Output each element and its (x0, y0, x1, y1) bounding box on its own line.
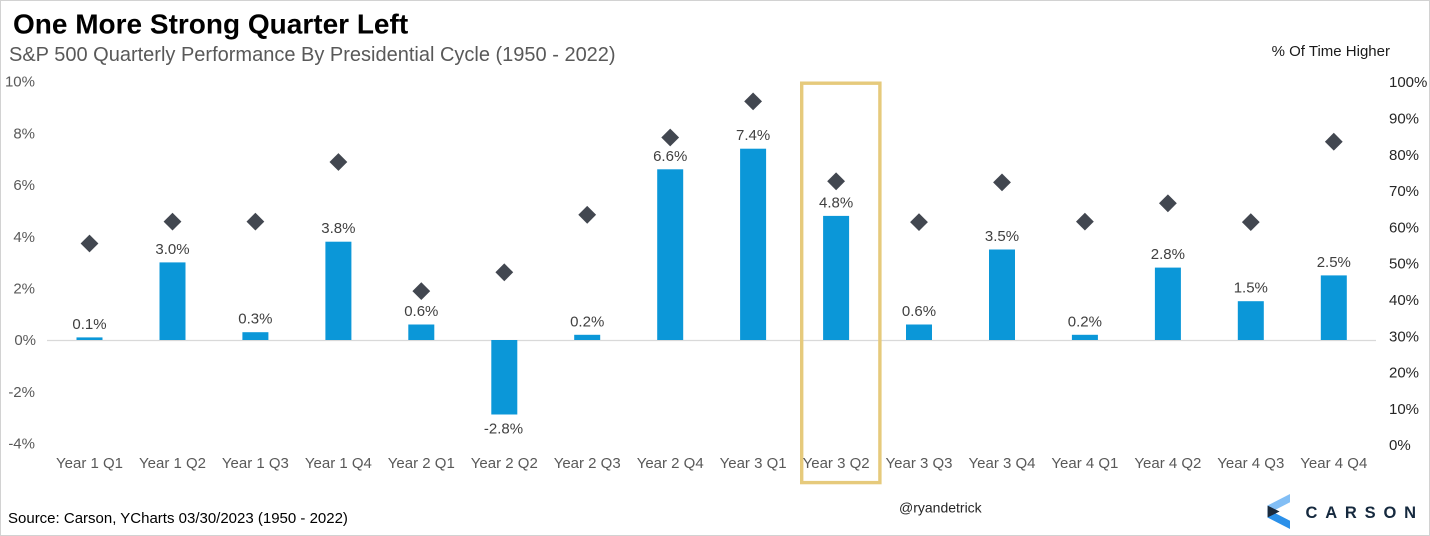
svg-text:Source: Carson, YCharts 03/30/: Source: Carson, YCharts 03/30/2023 (1950… (8, 510, 348, 527)
svg-text:100%: 100% (1389, 74, 1427, 91)
svg-text:@ryandetrick: @ryandetrick (899, 499, 983, 515)
svg-text:Year 1 Q2: Year 1 Q2 (139, 455, 206, 472)
svg-text:Year 3 Q2: Year 3 Q2 (803, 455, 870, 472)
svg-text:Year 4 Q3: Year 4 Q3 (1217, 455, 1284, 472)
svg-text:2.5%: 2.5% (1317, 254, 1351, 271)
svg-text:CARSON: CARSON (1306, 504, 1424, 522)
svg-text:80%: 80% (1389, 147, 1419, 164)
svg-text:0.1%: 0.1% (72, 316, 106, 333)
svg-text:90%: 90% (1389, 111, 1419, 128)
svg-text:0.2%: 0.2% (570, 313, 604, 330)
svg-text:Year 4 Q1: Year 4 Q1 (1051, 455, 1118, 472)
svg-text:2%: 2% (13, 281, 35, 298)
svg-text:10%: 10% (5, 74, 35, 91)
svg-text:3.0%: 3.0% (155, 241, 189, 258)
svg-text:1.5%: 1.5% (1234, 280, 1268, 297)
svg-text:0.6%: 0.6% (404, 303, 438, 320)
svg-text:0%: 0% (14, 332, 36, 349)
svg-text:10%: 10% (1389, 401, 1419, 418)
svg-text:Year 3 Q3: Year 3 Q3 (886, 455, 953, 472)
svg-text:Year 2 Q3: Year 2 Q3 (554, 455, 621, 472)
svg-text:% Of Time Higher: % Of Time Higher (1272, 43, 1390, 60)
svg-text:Year 2 Q2: Year 2 Q2 (471, 455, 538, 472)
svg-text:Year 1 Q1: Year 1 Q1 (56, 455, 123, 472)
svg-text:40%: 40% (1389, 292, 1419, 309)
svg-text:-4%: -4% (8, 436, 35, 453)
svg-text:Year 1 Q3: Year 1 Q3 (222, 455, 289, 472)
svg-text:Year 3 Q4: Year 3 Q4 (969, 455, 1036, 472)
svg-text:30%: 30% (1389, 328, 1419, 345)
svg-text:0.3%: 0.3% (238, 311, 272, 328)
svg-text:Year 1 Q4: Year 1 Q4 (305, 455, 372, 472)
svg-text:-2%: -2% (8, 384, 35, 401)
svg-text:-2.8%: -2.8% (484, 420, 523, 437)
svg-text:2.8%: 2.8% (1151, 246, 1185, 263)
svg-text:4%: 4% (13, 229, 35, 246)
svg-text:One More Strong Quarter Left: One More Strong Quarter Left (13, 9, 408, 40)
svg-text:60%: 60% (1389, 219, 1419, 236)
svg-text:50%: 50% (1389, 256, 1419, 273)
svg-text:Year 3 Q1: Year 3 Q1 (720, 455, 787, 472)
svg-text:70%: 70% (1389, 183, 1419, 200)
svg-text:20%: 20% (1389, 365, 1419, 382)
svg-text:0.6%: 0.6% (902, 303, 936, 320)
svg-text:0.2%: 0.2% (1068, 313, 1102, 330)
svg-text:Year 2 Q1: Year 2 Q1 (388, 455, 455, 472)
svg-text:8%: 8% (13, 125, 35, 142)
svg-text:3.8%: 3.8% (321, 220, 355, 237)
svg-text:6%: 6% (13, 177, 35, 194)
svg-text:Year 4 Q2: Year 4 Q2 (1134, 455, 1201, 472)
svg-text:3.5%: 3.5% (985, 228, 1019, 245)
svg-text:S&P 500 Quarterly Performance: S&P 500 Quarterly Performance By Preside… (9, 44, 616, 66)
svg-text:4.8%: 4.8% (819, 194, 853, 211)
svg-text:Year 4 Q4: Year 4 Q4 (1300, 455, 1367, 472)
svg-text:0%: 0% (1389, 437, 1411, 454)
svg-text:7.4%: 7.4% (736, 127, 770, 144)
svg-text:6.6%: 6.6% (653, 148, 687, 165)
svg-text:Year 2 Q4: Year 2 Q4 (637, 455, 704, 472)
